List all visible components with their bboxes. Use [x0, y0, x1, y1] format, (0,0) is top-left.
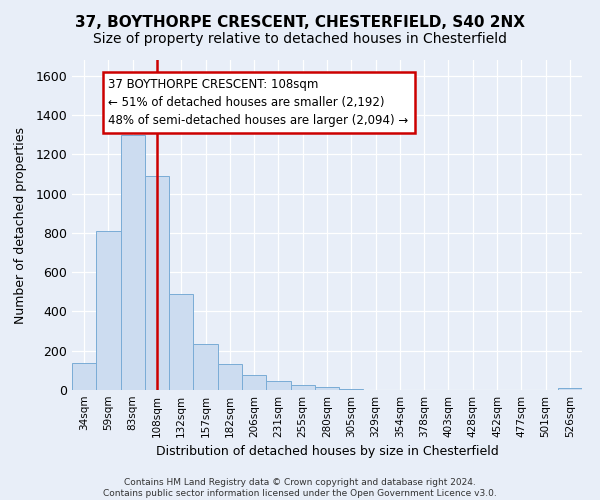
- Bar: [96, 231, 121, 390]
- Bar: [218, 364, 242, 390]
- Text: 37 BOYTHORPE CRESCENT: 108sqm
← 51% of detached houses are smaller (2,192)
48% o: 37 BOYTHORPE CRESCENT: 108sqm ← 51% of d…: [109, 78, 409, 126]
- Bar: [242, 376, 266, 390]
- Bar: [290, 385, 315, 390]
- Bar: [72, 362, 96, 390]
- Text: Contains HM Land Registry data © Crown copyright and database right 2024.
Contai: Contains HM Land Registry data © Crown c…: [103, 478, 497, 498]
- Bar: [315, 387, 339, 390]
- Bar: [339, 389, 364, 390]
- Bar: [145, 176, 169, 390]
- Bar: [266, 380, 290, 390]
- Text: 37, BOYTHORPE CRESCENT, CHESTERFIELD, S40 2NX: 37, BOYTHORPE CRESCENT, CHESTERFIELD, S4…: [75, 15, 525, 30]
- Bar: [193, 344, 218, 390]
- Bar: [169, 294, 193, 390]
- Bar: [558, 388, 582, 390]
- Bar: [121, 134, 145, 390]
- X-axis label: Distribution of detached houses by size in Chesterfield: Distribution of detached houses by size …: [155, 446, 499, 458]
- Text: Size of property relative to detached houses in Chesterfield: Size of property relative to detached ho…: [93, 32, 507, 46]
- Y-axis label: Number of detached properties: Number of detached properties: [14, 126, 27, 324]
